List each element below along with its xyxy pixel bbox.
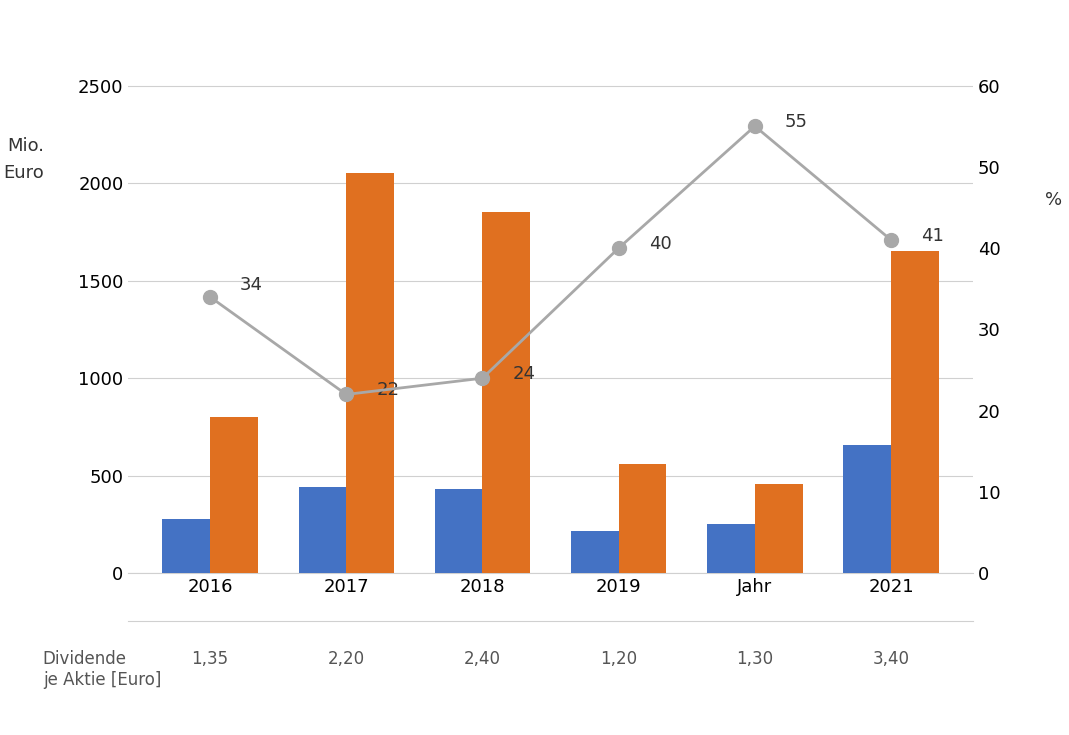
Text: 1,35: 1,35 — [191, 650, 229, 668]
Bar — [571, 531, 619, 573]
Text: %: % — [1044, 191, 1062, 209]
Text: 55: 55 — [785, 113, 808, 131]
Bar — [435, 490, 482, 573]
Bar — [708, 523, 755, 573]
Bar — [619, 464, 666, 573]
Text: 2,20: 2,20 — [328, 650, 365, 668]
Bar — [298, 487, 346, 573]
Text: 2,40: 2,40 — [464, 650, 501, 668]
Text: 34: 34 — [239, 276, 263, 294]
Text: 41: 41 — [921, 227, 944, 245]
Text: Mio.: Mio. — [6, 137, 44, 155]
Text: 1,30: 1,30 — [737, 650, 773, 668]
Text: 22: 22 — [376, 381, 399, 399]
Text: 3,40: 3,40 — [872, 650, 910, 668]
Text: 1,20: 1,20 — [600, 650, 637, 668]
Bar — [210, 417, 258, 573]
Text: 24: 24 — [512, 365, 536, 383]
Bar — [843, 445, 892, 573]
Text: Dividende
je Aktie [Euro]: Dividende je Aktie [Euro] — [43, 650, 161, 689]
Text: 40: 40 — [649, 235, 671, 253]
Bar — [755, 484, 803, 573]
Bar — [162, 519, 210, 573]
Text: Euro: Euro — [3, 164, 44, 182]
Bar — [482, 212, 530, 573]
Bar — [892, 251, 939, 573]
Bar — [346, 173, 393, 573]
